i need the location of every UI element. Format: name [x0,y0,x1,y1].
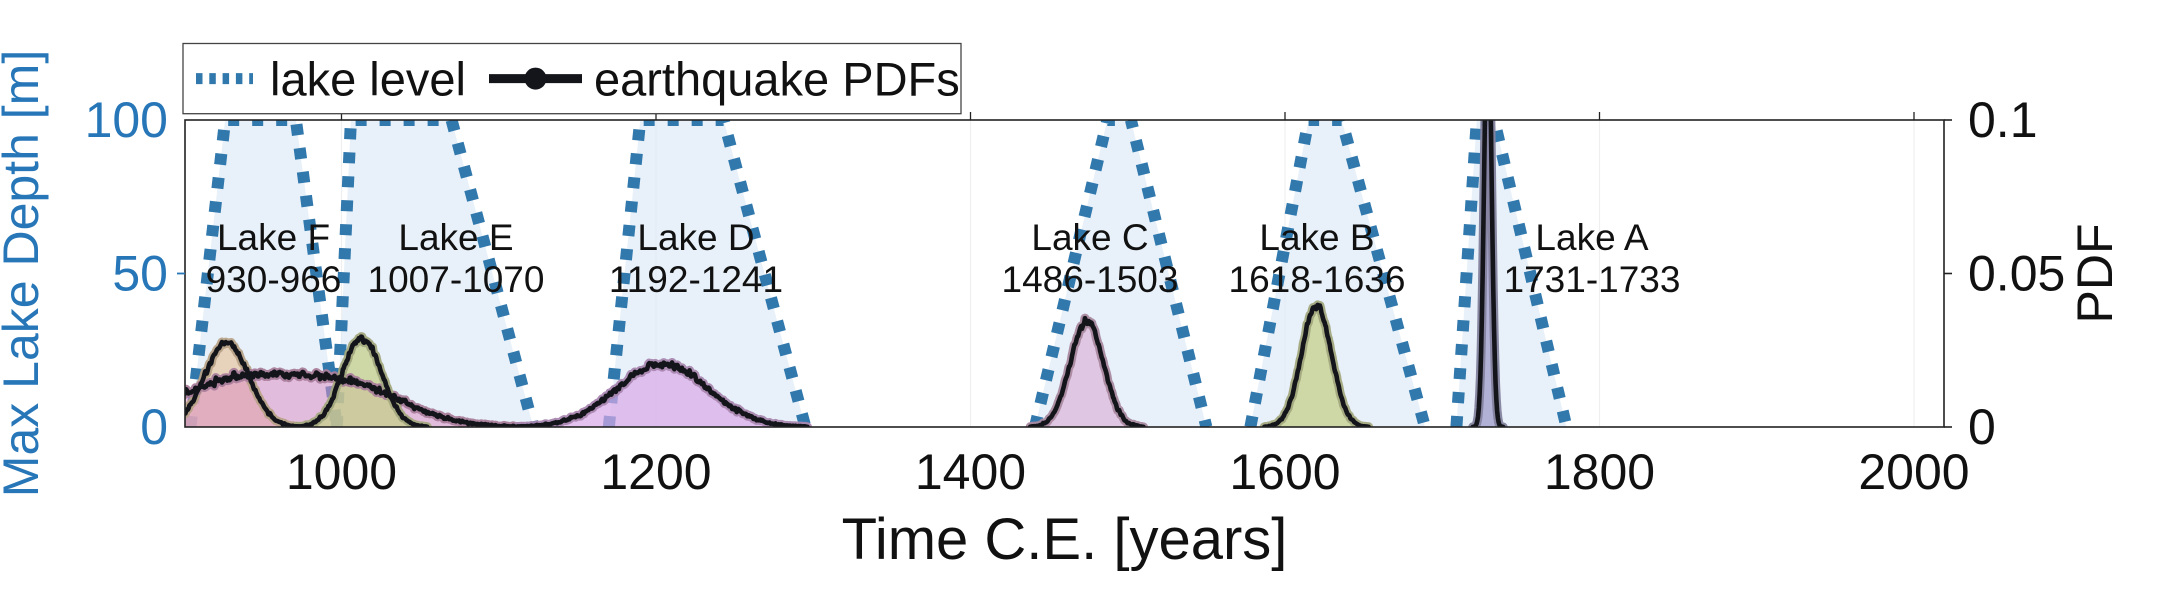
svg-text:Lake A: Lake A [1535,217,1648,258]
svg-text:100: 100 [85,92,168,148]
svg-text:1200: 1200 [600,444,711,500]
svg-text:1000: 1000 [286,444,397,500]
svg-text:1486-1503: 1486-1503 [1002,259,1179,300]
svg-text:1400: 1400 [915,444,1026,500]
svg-text:Lake B: Lake B [1259,217,1374,258]
svg-text:1600: 1600 [1229,444,1340,500]
svg-text:earthquake PDFs: earthquake PDFs [594,53,960,106]
svg-text:2000: 2000 [1858,444,1969,500]
svg-text:930-966: 930-966 [206,259,342,300]
svg-text:0: 0 [140,399,168,455]
svg-text:0.05: 0.05 [1968,246,2065,302]
svg-text:PDF: PDF [2067,224,2123,324]
svg-text:Lake D: Lake D [637,217,754,258]
svg-text:Lake F: Lake F [217,217,330,258]
svg-text:0.1: 0.1 [1968,92,2038,148]
svg-text:Lake C: Lake C [1031,217,1148,258]
svg-text:1007-1070: 1007-1070 [368,259,545,300]
svg-text:1731-1733: 1731-1733 [1504,259,1681,300]
svg-text:1800: 1800 [1544,444,1655,500]
svg-text:Time C.E. [years]: Time C.E. [years] [842,507,1288,572]
svg-text:1192-1241: 1192-1241 [609,259,783,300]
svg-text:Max Lake Depth [m]: Max Lake Depth [m] [0,50,49,497]
svg-text:Lake E: Lake E [398,217,513,258]
svg-text:1618-1636: 1618-1636 [1229,259,1406,300]
svg-text:lake level: lake level [270,53,466,106]
svg-text:0: 0 [1968,399,1996,455]
svg-text:50: 50 [112,246,168,302]
